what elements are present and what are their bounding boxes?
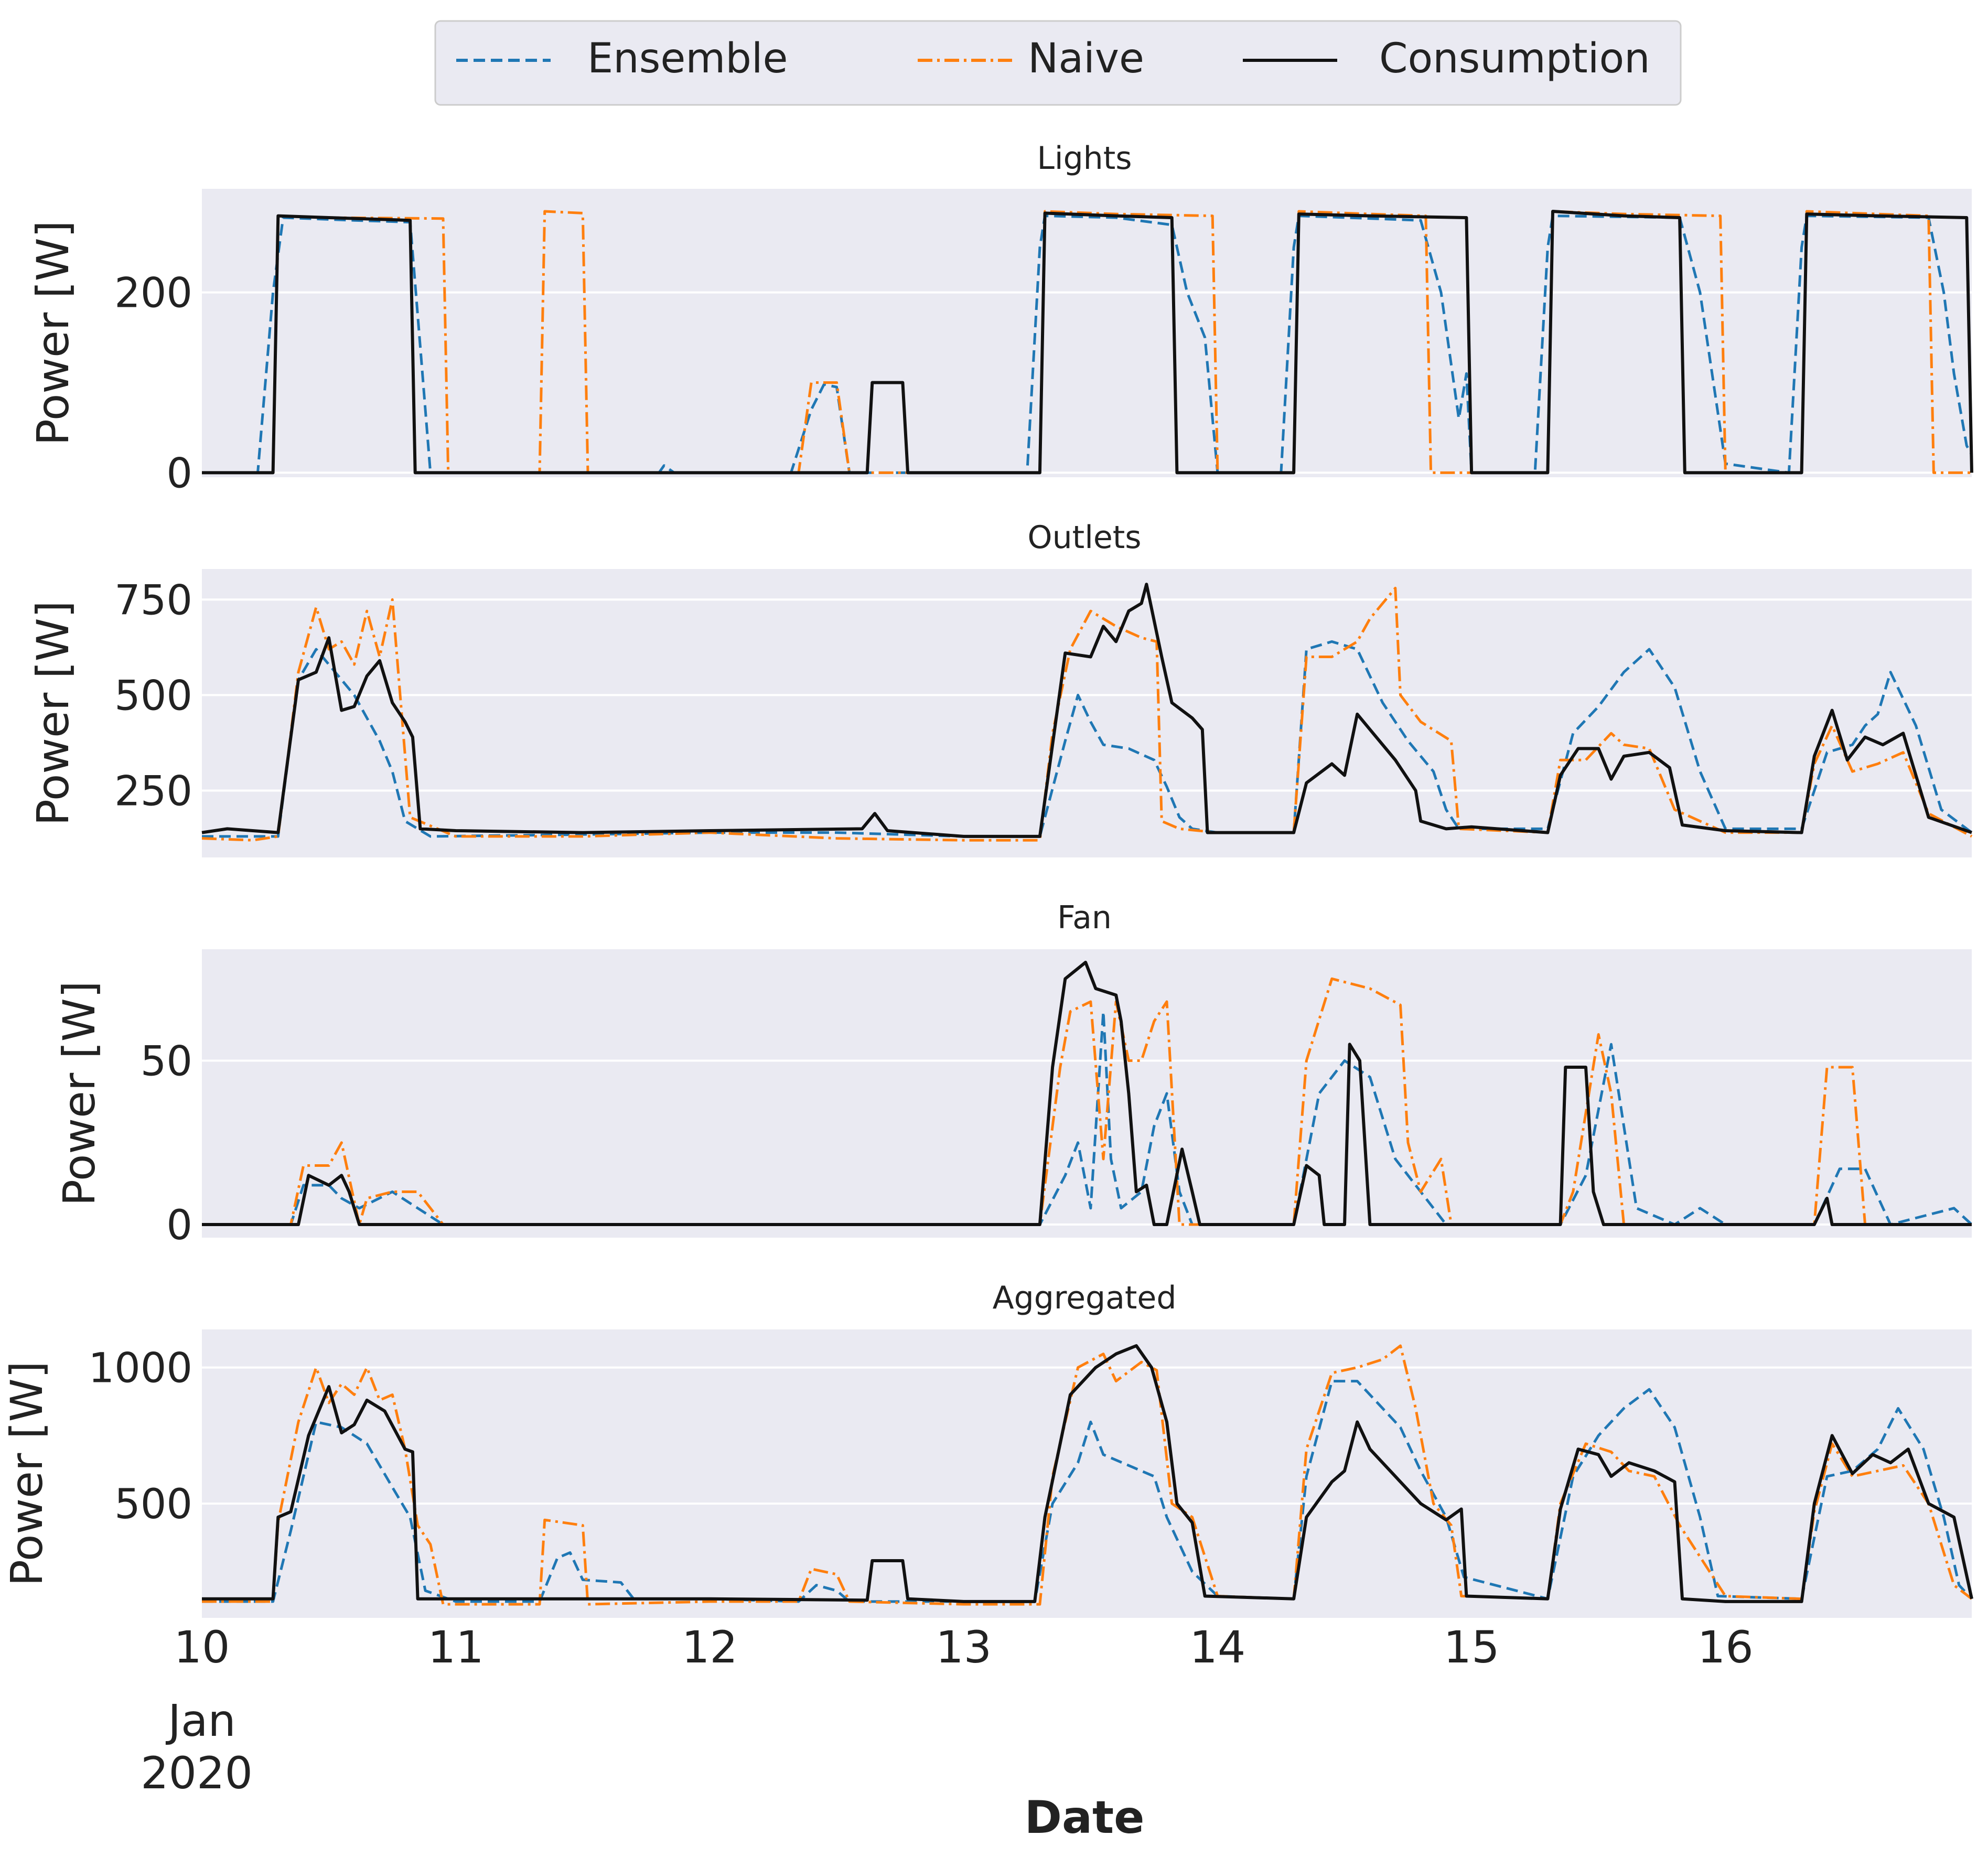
- y-tick-label: 200: [114, 270, 192, 317]
- x-tick-label: 11: [428, 1622, 484, 1673]
- series-line-ensemble: [202, 1380, 1973, 1603]
- plot-area: [202, 1329, 1972, 1618]
- series-line-naive: [202, 977, 1972, 1226]
- series-group: [202, 961, 1973, 1226]
- y-tick-label: 0: [166, 1202, 192, 1249]
- x-tick-label: 15: [1444, 1622, 1500, 1673]
- y-axis-label: Power [W]: [53, 981, 105, 1206]
- panel-aggregated: Aggregated 500 1000 Power [W]: [1, 1280, 1973, 1618]
- legend-box: [434, 20, 1682, 106]
- y-ticks: 500 1000: [88, 1345, 192, 1528]
- legend-consumption-label: Consumption: [1379, 35, 1650, 82]
- x-tick-sublabel-month: Jan: [165, 1695, 236, 1746]
- x-tick-label: 16: [1697, 1622, 1754, 1673]
- y-tick-label: 50: [141, 1038, 192, 1086]
- panel-title: Lights: [1037, 140, 1132, 177]
- y-axis-label: Power [W]: [1, 1361, 52, 1586]
- x-axis-label: Date: [1025, 1791, 1145, 1844]
- y-ticks: 0 50: [141, 1038, 192, 1250]
- x-tick-label: 14: [1189, 1622, 1245, 1673]
- series-line-consumption: [201, 583, 1973, 838]
- panel-lights: Lights 0 200 Power [W]: [27, 140, 1973, 498]
- y-axis-label: Power [W]: [27, 220, 79, 445]
- y-tick-label: 500: [114, 672, 192, 720]
- y-tick-label: 750: [114, 577, 192, 624]
- panel-title: Fan: [1057, 899, 1112, 936]
- legend-ensemble-label: Ensemble: [587, 35, 788, 82]
- y-tick-label: 1000: [88, 1345, 192, 1392]
- plot-area: [202, 189, 1972, 477]
- series-line-consumption: [202, 961, 1972, 1226]
- legend: Ensemble Naive Consumption: [434, 20, 1682, 106]
- series-group: [202, 1344, 1973, 1606]
- x-tick-label: 13: [936, 1622, 992, 1673]
- legend-naive-label: Naive: [1028, 35, 1144, 82]
- y-axis-label: Power [W]: [27, 600, 79, 825]
- y-tick-label: 0: [166, 450, 192, 497]
- x-axis: 10 11 12 13 14 15 16: [174, 1622, 1754, 1673]
- panel-title: Aggregated: [993, 1280, 1177, 1316]
- y-ticks: 250 500 750: [114, 577, 192, 815]
- x-tick-label: 12: [682, 1622, 738, 1673]
- y-tick-label: 500: [114, 1481, 192, 1528]
- panel-fan: Fan 0 50 Power [W]: [53, 899, 1973, 1250]
- series-line-consumption: [202, 210, 1973, 475]
- series-group: [201, 583, 1973, 842]
- y-tick-label: 250: [114, 768, 192, 815]
- y-ticks: 0 200: [114, 270, 192, 498]
- panel-outlets: Outlets 250 500 750 Power [W]: [27, 519, 1973, 857]
- panel-title: Outlets: [1027, 519, 1141, 556]
- series-group: [202, 210, 1973, 475]
- series-line-consumption: [202, 1344, 1973, 1603]
- x-tick-sublabel-year: 2020: [141, 1747, 253, 1799]
- x-tick-label: 10: [174, 1622, 230, 1673]
